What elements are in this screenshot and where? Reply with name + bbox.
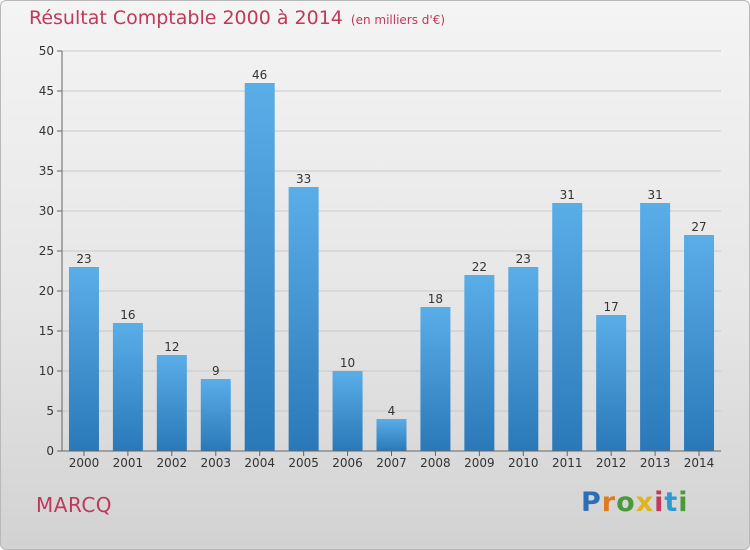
x-tick-label: 2009	[464, 456, 495, 470]
x-tick-label: 2007	[376, 456, 407, 470]
bar-value-label: 16	[120, 308, 135, 322]
bar	[332, 371, 363, 451]
x-tick-label: 2012	[596, 456, 627, 470]
bar	[288, 187, 319, 451]
y-tick-label: 5	[46, 404, 54, 418]
bar	[68, 267, 99, 451]
bar	[596, 315, 627, 451]
bar	[464, 275, 495, 451]
bar-value-label: 9	[212, 364, 220, 378]
bar-value-label: 31	[647, 188, 662, 202]
y-tick-label: 10	[39, 364, 54, 378]
bar	[156, 355, 187, 451]
bar-value-label: 12	[164, 340, 179, 354]
bar-value-label: 46	[252, 68, 267, 82]
x-tick-label: 2014	[684, 456, 715, 470]
y-tick-label: 35	[39, 164, 54, 178]
y-tick-label: 25	[39, 244, 54, 258]
y-tick-label: 45	[39, 84, 54, 98]
bar-value-label: 31	[560, 188, 575, 202]
y-tick-label: 40	[39, 124, 54, 138]
proxiti-logo: Proxiti	[581, 487, 689, 518]
bar	[376, 419, 407, 451]
y-tick-label: 15	[39, 324, 54, 338]
title-text: Résultat Comptable 2000 à 2014	[29, 7, 343, 29]
x-tick-label: 2008	[420, 456, 451, 470]
place-name: MARCQ	[36, 493, 113, 517]
bar	[200, 379, 231, 451]
x-tick-label: 2003	[200, 456, 231, 470]
bar	[508, 267, 539, 451]
x-tick-label: 2002	[157, 456, 188, 470]
unit-label: (en milliers d'€)	[350, 13, 446, 27]
bar	[552, 203, 583, 451]
x-tick-label: 2005	[288, 456, 319, 470]
bar	[420, 307, 451, 451]
bar-value-label: 23	[516, 252, 531, 266]
chart-title: Résultat Comptable 2000 à 2014 (en millie…	[29, 7, 445, 29]
bar-value-label: 23	[76, 252, 91, 266]
x-tick-label: 2011	[552, 456, 583, 470]
bar-value-label: 17	[604, 300, 619, 314]
bar	[640, 203, 671, 451]
bar	[112, 323, 143, 451]
bar-value-label: 22	[472, 260, 487, 274]
y-tick-label: 0	[46, 444, 54, 458]
bar-value-label: 4	[388, 404, 396, 418]
bar	[684, 235, 715, 451]
bar-value-label: 33	[296, 172, 311, 186]
bar-value-label: 10	[340, 356, 355, 370]
x-tick-label: 2001	[113, 456, 144, 470]
x-tick-label: 2000	[69, 456, 100, 470]
x-tick-label: 2010	[508, 456, 539, 470]
x-tick-label: 2006	[332, 456, 363, 470]
y-tick-label: 50	[39, 44, 54, 58]
x-tick-label: 2013	[640, 456, 671, 470]
y-tick-label: 20	[39, 284, 54, 298]
x-tick-label: 2004	[244, 456, 275, 470]
y-tick-label: 30	[39, 204, 54, 218]
bar-value-label: 27	[691, 220, 706, 234]
bar	[244, 83, 275, 451]
bar-value-label: 18	[428, 292, 443, 306]
